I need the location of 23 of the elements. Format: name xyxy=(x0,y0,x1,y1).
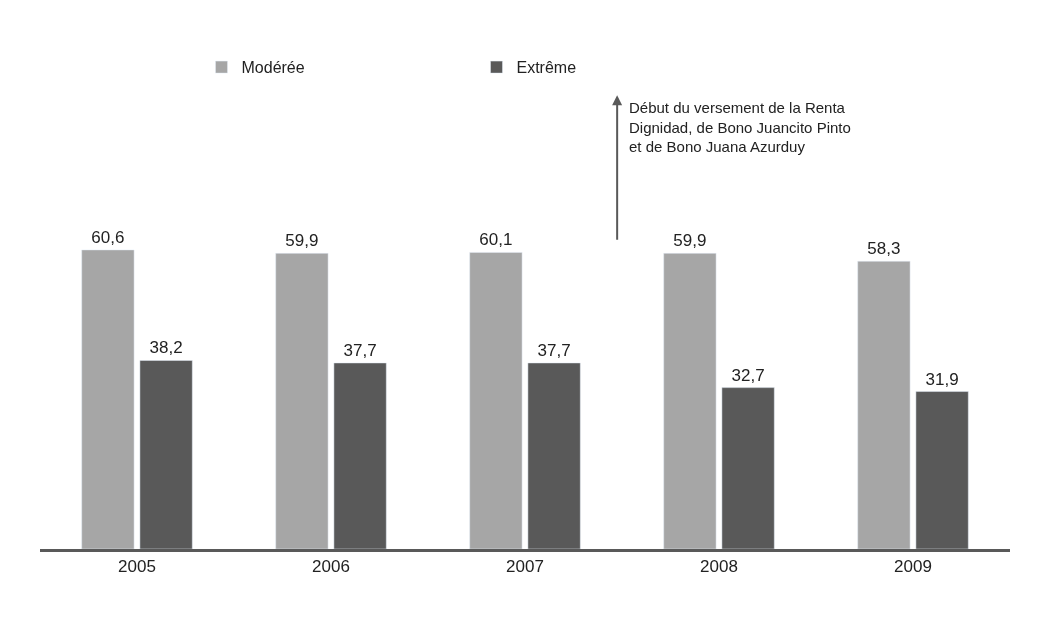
bar xyxy=(81,249,135,549)
x-tick-label: 2007 xyxy=(506,557,544,577)
data-label: 60,1 xyxy=(479,230,513,250)
x-tick-label: 2005 xyxy=(118,557,156,577)
data-label: 59,9 xyxy=(673,231,707,251)
data-label: 38,2 xyxy=(149,338,183,358)
bar xyxy=(663,253,717,549)
data-label: 37,7 xyxy=(537,340,571,360)
data-label: 31,9 xyxy=(925,369,959,389)
data-label: 32,7 xyxy=(731,365,765,385)
x-tick-label: 2008 xyxy=(700,557,738,577)
text: Début du versement de la Renta Dignidad, de Bono Juancito Pinto et de Bono Juana Azurduy xyxy=(629,99,851,155)
data-label: 59,9 xyxy=(285,231,319,251)
x-tick-label: 2009 xyxy=(894,557,932,577)
bar xyxy=(469,252,523,549)
data-label: 60,6 xyxy=(91,227,125,247)
bar xyxy=(275,253,329,549)
x-tick-label: 2006 xyxy=(312,557,350,577)
data-label: 37,7 xyxy=(343,340,377,360)
data-label: 58,3 xyxy=(867,239,901,259)
legend-label: Modérée xyxy=(241,59,305,77)
legend-label: Extrême xyxy=(516,59,577,77)
bar xyxy=(857,261,911,549)
